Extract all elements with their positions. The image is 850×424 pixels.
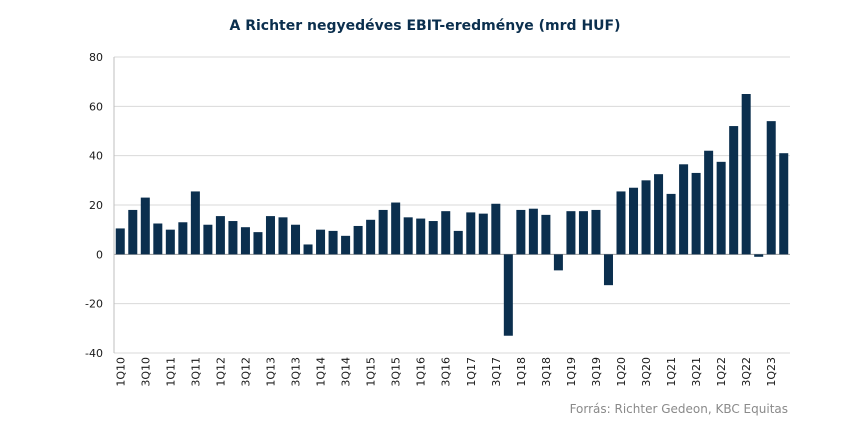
- bar-1Q21: [666, 193, 676, 255]
- x-tick-label: 1Q14: [315, 357, 328, 387]
- bar-2Q20: [629, 187, 639, 255]
- bar-3Q21: [691, 172, 701, 255]
- bar-1Q14: [316, 229, 326, 255]
- x-tick-label: 1Q22: [715, 357, 728, 387]
- x-tick-label: 3Q15: [390, 357, 403, 387]
- bar-4Q12: [253, 232, 263, 255]
- bar-2Q23: [779, 153, 789, 255]
- x-tick-label: 3Q10: [139, 357, 152, 387]
- bar-2Q22: [729, 126, 739, 255]
- bar-3Q19: [591, 209, 601, 255]
- bar-2Q11: [178, 222, 188, 255]
- y-tick-label: 20: [89, 199, 103, 212]
- bar-1Q20: [616, 191, 626, 255]
- bar-4Q20: [654, 174, 664, 255]
- x-axis: 1Q10 3Q10 1Q11 3Q11 1Q12 3Q12 1Q13 3Q13 1Q14 3Q14…: [114, 357, 778, 387]
- x-tick-label: 3Q22: [740, 357, 753, 387]
- x-tick-label: 1Q19: [565, 357, 578, 387]
- x-tick-label: 3Q14: [340, 357, 353, 387]
- x-tick-label: 1Q20: [615, 357, 628, 387]
- x-tick-label: 1Q15: [365, 357, 378, 387]
- bar-2Q13: [278, 217, 288, 255]
- bar-1Q19: [566, 211, 576, 255]
- x-tick-label: 1Q23: [765, 357, 778, 387]
- bar-2Q15: [378, 209, 388, 255]
- x-tick-label: 1Q10: [114, 357, 127, 387]
- bar-2Q12: [228, 221, 238, 255]
- bar-3Q15: [391, 202, 401, 255]
- x-tick-label: 1Q17: [465, 357, 478, 387]
- y-tick-label: -20: [85, 298, 103, 311]
- y-tick-label: 60: [89, 100, 103, 113]
- bars: [115, 94, 789, 336]
- bar-1Q13: [265, 216, 275, 255]
- bar-3Q10: [140, 197, 150, 255]
- bar-1Q10: [115, 228, 125, 255]
- bar-4Q10: [153, 223, 163, 255]
- x-tick-label: 1Q21: [665, 357, 678, 387]
- x-tick-label: 3Q21: [690, 357, 703, 387]
- x-tick-label: 1Q18: [515, 357, 528, 387]
- x-tick-label: 3Q19: [590, 357, 603, 387]
- x-tick-label: 3Q20: [640, 357, 653, 387]
- y-tick-label: 40: [89, 150, 103, 163]
- bar-1Q11: [165, 229, 175, 255]
- bar-4Q17: [503, 254, 513, 336]
- x-tick-label: 3Q18: [540, 357, 553, 387]
- bar-2Q19: [578, 211, 588, 255]
- bar-4Q14: [353, 225, 363, 255]
- bar-4Q11: [203, 224, 213, 255]
- bar-3Q12: [240, 227, 250, 255]
- bar-4Q16: [453, 230, 463, 255]
- bar-3Q17: [491, 203, 501, 255]
- y-tick-label: -40: [85, 347, 103, 360]
- bar-2Q16: [428, 221, 438, 255]
- chart-title: A Richter negyedéves EBIT-eredménye (mrd…: [229, 18, 621, 34]
- bar-3Q13: [291, 224, 301, 255]
- bar-4Q22: [754, 254, 764, 257]
- source-note: Forrás: Richter Gedeon, KBC Equitas: [569, 402, 788, 416]
- x-tick-label: 3Q17: [490, 357, 503, 387]
- x-tick-label: 3Q13: [290, 357, 303, 387]
- bar-3Q16: [441, 211, 451, 255]
- x-tick-label: 1Q12: [214, 357, 227, 387]
- bar-1Q16: [416, 218, 426, 255]
- bar-1Q12: [215, 216, 225, 255]
- bar-2Q14: [328, 230, 338, 255]
- gridlines: [114, 56, 790, 354]
- bar-4Q18: [553, 254, 563, 271]
- bar-4Q15: [403, 217, 413, 255]
- x-tick-label: 3Q11: [189, 357, 202, 387]
- bar-3Q18: [541, 214, 551, 255]
- x-tick-label: 1Q16: [415, 357, 428, 387]
- bar-3Q22: [741, 94, 751, 255]
- x-tick-label: 1Q13: [264, 357, 277, 387]
- bar-3Q11: [190, 191, 200, 255]
- bar-3Q14: [341, 235, 351, 255]
- bar-2Q10: [128, 209, 138, 255]
- y-tick-label: 80: [89, 51, 103, 64]
- bar-4Q19: [603, 254, 613, 286]
- y-tick-label: 0: [96, 248, 103, 261]
- bar-2Q21: [679, 164, 689, 255]
- y-axis: -40 -20 0 20 40 60 80: [85, 51, 115, 360]
- bar-1Q23: [766, 121, 776, 255]
- bar-1Q15: [366, 219, 376, 255]
- bar-2Q17: [478, 213, 488, 255]
- bar-1Q18: [516, 209, 526, 255]
- x-tick-label: 3Q12: [239, 357, 252, 387]
- bar-1Q17: [466, 212, 476, 255]
- bar-2Q18: [528, 208, 538, 255]
- x-tick-label: 1Q11: [164, 357, 177, 387]
- bar-4Q21: [704, 150, 714, 255]
- bar-4Q13: [303, 244, 313, 255]
- bar-3Q20: [641, 180, 651, 255]
- bar-1Q22: [716, 161, 726, 255]
- x-tick-label: 3Q16: [440, 357, 453, 387]
